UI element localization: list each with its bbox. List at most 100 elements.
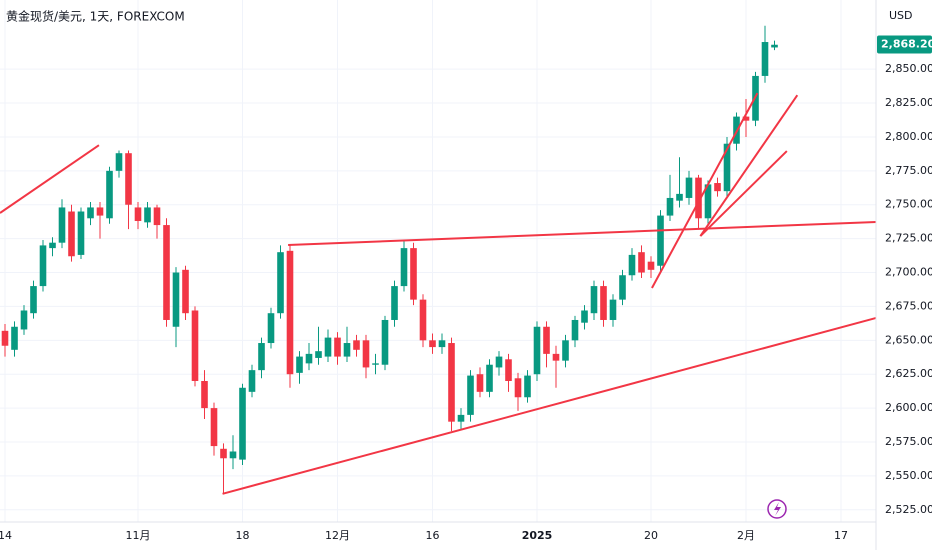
candle-body xyxy=(571,319,579,341)
x-tick-label: 20 xyxy=(644,529,658,542)
candle-body xyxy=(267,313,275,344)
candle-body xyxy=(467,375,474,415)
y-tick-label: 2,650.00 xyxy=(885,333,932,346)
candle-body xyxy=(315,351,322,358)
candle-body xyxy=(220,448,227,459)
x-tick-label: 14 xyxy=(0,529,12,542)
candle-body xyxy=(486,364,493,392)
y-axis-label: USD xyxy=(889,9,913,22)
candle-body xyxy=(305,353,313,364)
candle-body xyxy=(210,408,218,447)
y-tick-label: 2,825.00 xyxy=(885,96,932,109)
trendline xyxy=(288,220,877,247)
trendline xyxy=(222,316,877,495)
candle-body xyxy=(1,330,9,346)
x-tick-label: 2月 xyxy=(737,529,755,542)
x-tick-label: 17 xyxy=(834,529,848,542)
candle-body xyxy=(125,153,132,205)
y-tick-label: 2,550.00 xyxy=(885,469,932,482)
x-tick-label: 12月 xyxy=(325,529,350,542)
candle-body xyxy=(182,269,189,314)
candle-body xyxy=(296,356,303,373)
candle-body xyxy=(353,340,360,350)
trendline xyxy=(699,94,799,237)
candle-body xyxy=(106,170,113,219)
candle-body xyxy=(391,286,398,320)
y-tick-label: 2,750.00 xyxy=(885,198,932,211)
last-price-label: 2,868.20 xyxy=(881,37,932,50)
candle-body xyxy=(324,337,332,357)
candle-body xyxy=(552,353,560,361)
candle-body xyxy=(704,184,712,219)
x-tick-label: 2025 xyxy=(522,529,553,542)
candle-body xyxy=(628,254,636,276)
candle-body xyxy=(115,153,123,171)
y-tick-label: 2,625.00 xyxy=(885,367,932,380)
candle-body xyxy=(657,215,664,266)
candle-body xyxy=(714,183,721,192)
candle-body xyxy=(68,211,75,257)
candle-body xyxy=(163,225,170,320)
candle-body xyxy=(144,207,151,223)
y-tick-label: 2,600.00 xyxy=(885,401,932,414)
chart-title: 黄金现货/美元, 1天, FOREXCOM xyxy=(6,9,185,24)
candle-body xyxy=(619,275,626,300)
candle-body xyxy=(514,378,522,398)
candle-body xyxy=(343,343,351,357)
candle-body xyxy=(229,451,237,459)
candle-body xyxy=(457,414,465,422)
trendline xyxy=(699,150,788,237)
candle-body xyxy=(429,340,436,348)
y-tick-label: 2,775.00 xyxy=(885,164,932,177)
candle-body xyxy=(676,193,683,201)
candle-body xyxy=(277,252,284,314)
candle-body xyxy=(695,177,702,219)
candle-body xyxy=(248,370,256,392)
x-tick-label: 11月 xyxy=(126,529,151,542)
candle-body xyxy=(609,299,617,320)
candle-body xyxy=(191,310,199,381)
y-tick-label: 2,525.00 xyxy=(885,503,932,516)
x-tick-label: 16 xyxy=(426,529,440,542)
candle-body xyxy=(590,286,598,314)
candle-body xyxy=(638,252,645,273)
icon-bolt xyxy=(774,502,781,516)
candle-body xyxy=(381,319,389,365)
trendline xyxy=(651,92,759,289)
candle-body xyxy=(419,299,427,341)
logo-icon xyxy=(767,499,787,519)
candle-body xyxy=(495,356,503,368)
candle-body xyxy=(723,143,731,192)
candle-body xyxy=(39,245,47,287)
candle-body xyxy=(134,207,142,222)
x-tick-label: 18 xyxy=(236,529,250,542)
candle-body xyxy=(505,359,512,381)
candle-body xyxy=(685,177,693,198)
candle-body xyxy=(533,326,541,375)
candle-body xyxy=(49,242,56,249)
y-tick-label: 2,575.00 xyxy=(885,435,932,448)
candle-body xyxy=(410,248,417,300)
candle-body xyxy=(172,272,180,327)
y-tick-label: 2,700.00 xyxy=(885,266,932,279)
candle-body xyxy=(448,343,455,422)
candle-body xyxy=(761,42,769,76)
candle-body xyxy=(153,207,161,226)
last-price-box xyxy=(877,35,932,54)
candle-body xyxy=(543,326,550,354)
trendline xyxy=(0,144,100,214)
candle-body xyxy=(476,374,484,392)
candle-body xyxy=(201,380,208,409)
candle-body xyxy=(600,286,607,320)
candle-body xyxy=(362,340,370,368)
y-tick-label: 2,725.00 xyxy=(885,232,932,245)
y-tick-label: 2,850.00 xyxy=(885,62,932,75)
candle-body xyxy=(286,250,294,375)
candle-body xyxy=(334,337,341,357)
candle-body xyxy=(742,116,750,121)
candle-body xyxy=(372,363,379,365)
candle-body xyxy=(77,211,85,255)
candle-body xyxy=(96,207,104,216)
candle-body xyxy=(239,387,246,460)
